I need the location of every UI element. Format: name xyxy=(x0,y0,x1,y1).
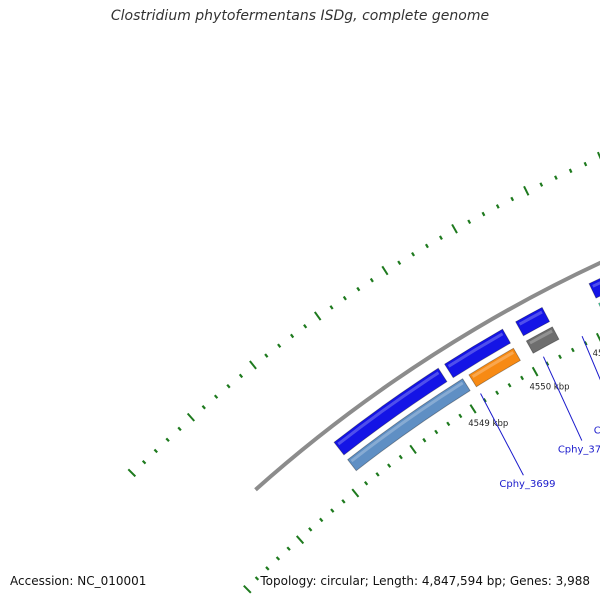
minor-tick xyxy=(254,576,260,581)
minor-tick xyxy=(165,437,170,443)
backbone-arc xyxy=(254,260,600,492)
major-tick xyxy=(295,535,305,545)
gene-highlight xyxy=(337,371,440,446)
major-tick xyxy=(243,585,252,594)
minor-tick xyxy=(290,333,295,339)
forward-gene-feature xyxy=(333,367,448,456)
major-tick xyxy=(469,404,477,414)
gene-label: Cphy_3699 xyxy=(499,479,555,490)
minor-tick xyxy=(411,251,416,257)
minor-tick xyxy=(568,168,573,174)
gene-highlight xyxy=(529,329,553,345)
gene-highlight xyxy=(471,351,515,378)
forward-gene-feature xyxy=(588,278,600,299)
major-tick xyxy=(313,311,322,321)
gene-highlight xyxy=(592,281,600,288)
minor-tick xyxy=(398,454,403,460)
minor-tick xyxy=(458,413,463,419)
reverse-gene-feature xyxy=(347,378,471,472)
minor-tick xyxy=(539,182,544,187)
minor-tick xyxy=(495,390,500,396)
forward-gene-feature xyxy=(515,306,551,337)
minor-tick xyxy=(319,517,324,523)
minor-tick xyxy=(275,556,281,561)
minor-tick xyxy=(397,260,402,266)
major-tick xyxy=(249,360,257,370)
minor-tick xyxy=(238,373,244,379)
minor-tick xyxy=(141,459,147,465)
minor-tick xyxy=(153,448,158,454)
major-tick xyxy=(451,223,458,234)
minor-tick xyxy=(201,405,206,410)
minor-tick xyxy=(422,437,427,443)
minor-tick xyxy=(369,277,374,283)
minor-tick xyxy=(363,481,369,486)
minor-tick xyxy=(226,383,231,389)
minor-tick xyxy=(558,354,562,360)
outer-tick-ring xyxy=(127,151,600,478)
minor-tick xyxy=(264,353,269,358)
map-title: Clostridium phytofermentans ISDg, comple… xyxy=(110,8,490,24)
genome-summary-text: Topology: circular; Length: 4,847,594 bp… xyxy=(260,574,590,588)
minor-tick xyxy=(303,324,308,329)
gene-highlight xyxy=(350,381,464,463)
minor-tick xyxy=(265,566,270,571)
minor-tick xyxy=(520,375,525,381)
major-tick xyxy=(523,185,530,196)
minor-tick xyxy=(342,295,347,301)
minor-tick xyxy=(481,211,486,217)
major-tick xyxy=(351,488,360,498)
minor-tick xyxy=(510,196,515,202)
minor-tick xyxy=(387,463,392,468)
kbp-tick-label: 4549 kbp xyxy=(468,419,508,429)
minor-tick xyxy=(286,546,291,551)
accession-text: Accession: NC_010001 xyxy=(10,574,147,588)
minor-tick xyxy=(213,394,219,399)
minor-tick xyxy=(446,421,451,427)
minor-tick xyxy=(495,204,500,209)
minor-tick xyxy=(341,499,346,504)
minor-tick xyxy=(583,161,588,167)
gene-highlight xyxy=(447,332,504,368)
gene-highlight xyxy=(518,310,543,326)
minor-tick xyxy=(424,243,429,249)
forward-gene-feature xyxy=(444,328,512,379)
minor-tick xyxy=(308,527,313,532)
gene-label: Cphy_3700 xyxy=(558,445,600,456)
major-tick xyxy=(409,444,417,455)
minor-tick xyxy=(329,305,334,310)
minor-tick xyxy=(177,426,182,432)
major-tick xyxy=(186,412,196,422)
minor-tick xyxy=(375,472,380,477)
kbp-tick-label: 4551 kbp xyxy=(593,349,600,359)
reverse-gene-feature xyxy=(525,326,560,354)
minor-tick xyxy=(438,235,443,240)
minor-tick xyxy=(507,382,512,388)
major-tick xyxy=(531,366,539,377)
minor-tick xyxy=(467,219,472,225)
minor-tick xyxy=(434,429,439,435)
major-tick xyxy=(381,265,389,276)
reverse-gene-feature xyxy=(468,347,521,388)
gene-features xyxy=(333,278,600,472)
gene-label: Cphy_3701 xyxy=(594,425,600,436)
gene-label-connector xyxy=(480,393,524,476)
gene-label-connector xyxy=(542,356,583,441)
minor-tick xyxy=(554,175,558,180)
kbp-tick-label: 4550 kbp xyxy=(529,382,569,392)
major-tick xyxy=(595,332,600,342)
minor-tick xyxy=(570,347,575,353)
minor-tick xyxy=(277,343,282,348)
major-tick xyxy=(127,468,137,478)
minor-tick xyxy=(356,286,361,292)
minor-tick xyxy=(330,508,335,513)
inner-tick-ring xyxy=(243,332,600,594)
